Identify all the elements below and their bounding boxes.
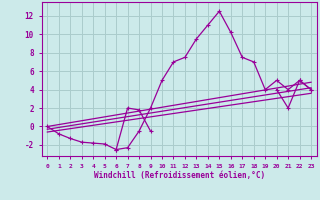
X-axis label: Windchill (Refroidissement éolien,°C): Windchill (Refroidissement éolien,°C) xyxy=(94,171,265,180)
